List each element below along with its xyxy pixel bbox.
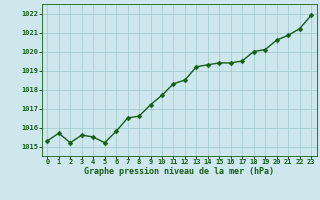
X-axis label: Graphe pression niveau de la mer (hPa): Graphe pression niveau de la mer (hPa): [84, 167, 274, 176]
